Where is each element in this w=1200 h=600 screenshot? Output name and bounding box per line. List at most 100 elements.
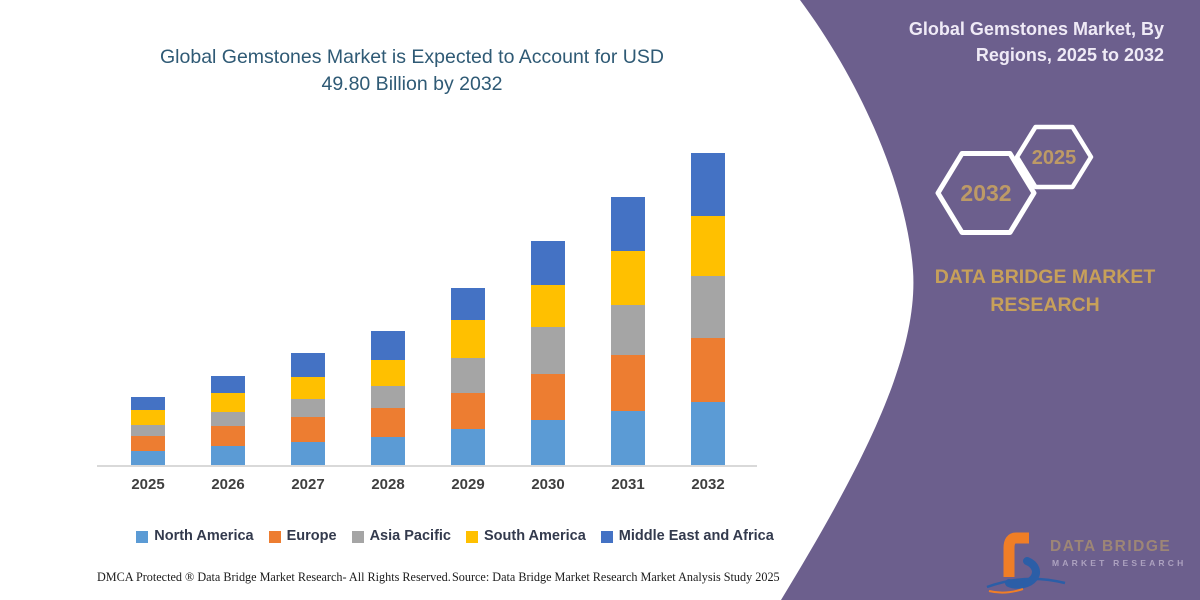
legend-item-asia-pacific: Asia Pacific [351,528,451,544]
logo-wordmark-sub: MARKET RESEARCH [1052,558,1187,568]
legend-label: North America [154,528,254,544]
legend-swatch-icon [268,530,281,543]
bar-segment-2032-north-america [691,402,725,465]
legend-swatch-icon [600,530,613,543]
bar-segment-2027-asia-pacific [291,399,325,418]
logo-wordmark: DATA BRIDGE [1050,538,1172,555]
brand-name-line-1: DATA BRIDGE MARKET [934,266,1156,288]
bar-segment-2029-europe [451,393,485,430]
x-tick-label-2030: 2030 [531,476,565,493]
x-tick-label-2027: 2027 [291,476,325,493]
bar-segment-2027-north-america [291,442,325,465]
bar-segment-2030-middle-east-and-africa [531,241,565,286]
x-tick-label-2031: 2031 [611,476,645,493]
bar-column-2026: 2026 [188,153,268,493]
data-bridge-logo-icon [986,532,1066,594]
bar-segment-2029-middle-east-and-africa [451,287,485,321]
bar-segment-2032-europe [691,338,725,403]
bar-segment-2028-south-america [371,359,405,387]
x-tick-label-2032: 2032 [691,476,725,493]
bar-segment-2026-asia-pacific [211,411,245,427]
bar-segment-2028-middle-east-and-africa [371,331,405,360]
bar-segment-2029-north-america [451,429,485,465]
bar-column-2030: 2030 [508,153,588,493]
legend-swatch-icon [466,530,478,543]
bar-segment-2030-asia-pacific [531,327,565,374]
stacked-bar-2029 [451,287,485,465]
legend-label: Asia Pacific [369,528,451,544]
panel-title-line-2: Regions, 2025 to 2032 [975,45,1164,65]
legend-swatch-icon [136,530,149,543]
bar-segment-2031-europe [611,354,645,411]
bar-segment-2026-europe [211,426,245,446]
logo-swirl-blue [1005,557,1040,589]
bar-segment-2030-north-america [531,419,565,465]
hexagon-2025 [1014,124,1094,190]
x-tick-label-2028: 2028 [371,476,405,493]
bar-segment-2031-north-america [611,410,645,465]
bar-segment-2027-europe [291,417,325,443]
panel-title-line-1: Global Gemstones Market, By [908,19,1164,39]
logo-tail-orange [988,588,1024,594]
bar-segment-2025-south-america [131,409,165,425]
bar-chart-plot: 2025 2026 2027 2028 2029 2030 2031 2032 [108,152,748,493]
panel-title: Global Gemstones Market, By Regions, 202… [844,16,1164,68]
legend-item-south-america: South America [466,528,586,544]
stacked-bar-2026 [211,376,245,465]
bar-segment-2028-north-america [371,436,405,465]
source-note: Source: Data Bridge Market Research Mark… [452,570,780,584]
bar-segment-2031-south-america [611,251,645,306]
bar-segment-2032-asia-pacific [691,276,725,339]
legend-label: Middle East and Africa [618,528,774,544]
stacked-bar-2032 [691,152,725,465]
legend-item-middle-east-and-africa: Middle East and Africa [600,528,774,544]
bar-column-2029: 2029 [428,153,508,493]
chart-title: Global Gemstones Market is Expected to A… [102,44,722,98]
hexagon-2032 [935,151,1037,235]
x-axis-line [97,465,757,467]
bar-column-2027: 2027 [268,153,348,493]
bar-segment-2030-europe [531,373,565,420]
hexagon-2025-label: 2025 [1032,147,1077,169]
bar-segment-2029-asia-pacific [451,357,485,394]
bar-segment-2032-middle-east-and-africa [691,152,725,216]
stacked-bar-2025 [131,396,165,465]
stacked-bar-2031 [611,196,645,465]
legend-label: South America [484,528,586,544]
bar-segment-2026-north-america [211,445,245,465]
stacked-bar-2028 [371,331,405,465]
x-tick-label-2029: 2029 [451,476,485,493]
stacked-bar-2027 [291,353,325,465]
bar-column-2032: 2032 [668,152,748,493]
bar-segment-2025-europe [131,435,165,451]
legend-label: Europe [286,528,337,544]
bar-segment-2028-asia-pacific [371,386,405,409]
bar-segment-2031-asia-pacific [611,305,645,355]
stacked-bar-2030 [531,241,565,465]
bar-segment-2025-asia-pacific [131,424,165,436]
legend-swatch-icon [351,530,364,543]
bar-column-2028: 2028 [348,153,428,493]
bar-column-2025: 2025 [108,153,188,493]
x-tick-label-2025: 2025 [131,476,165,493]
x-tick-label-2026: 2026 [211,476,245,493]
bar-segment-2031-middle-east-and-africa [611,196,645,252]
bar-segment-2026-south-america [211,393,245,412]
brand-name-line-2: RESEARCH [990,294,1100,316]
logo-swoosh-blue [986,577,1066,589]
bar-segment-2028-europe [371,408,405,437]
bar-segment-2025-north-america [131,450,165,465]
chart-title-line-1: Global Gemstones Market is Expected to A… [160,46,664,68]
bar-column-2031: 2031 [588,153,668,493]
chart-title-line-2: 49.80 Billion by 2032 [321,73,503,95]
bar-segment-2029-south-america [451,320,485,358]
bar-segment-2027-middle-east-and-africa [291,353,325,377]
bar-segment-2027-south-america [291,376,325,400]
legend-item-europe: Europe [268,528,337,544]
legend: North America Europe Asia Pacific South Ame… [100,528,810,544]
legend-item-north-america: North America [136,528,254,544]
dmca-notice: DMCA Protected ® Data Bridge Market Rese… [97,570,451,584]
bar-segment-2026-middle-east-and-africa [211,376,245,394]
logo-b-orange [1003,532,1029,577]
